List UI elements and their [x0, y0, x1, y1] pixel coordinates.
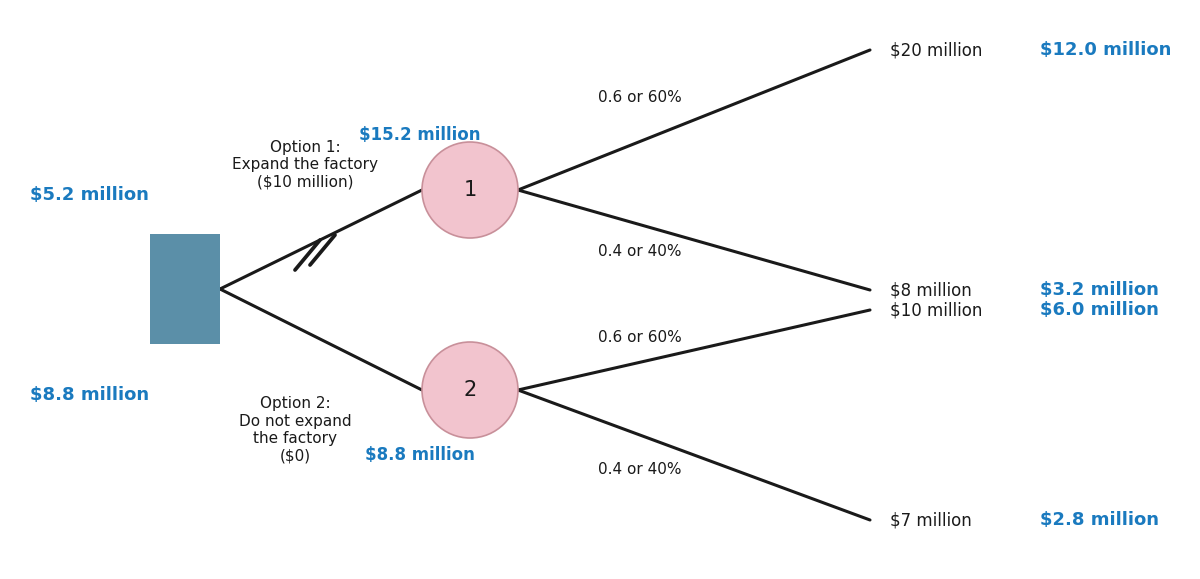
Text: 0.6 or 60%: 0.6 or 60% [598, 331, 682, 346]
Text: Option 1:
Expand the factory
($10 million): Option 1: Expand the factory ($10 millio… [232, 140, 378, 190]
Text: Option 2:
Do not expand
the factory
($0): Option 2: Do not expand the factory ($0) [239, 397, 352, 464]
Text: 1: 1 [463, 180, 476, 200]
Text: 2: 2 [463, 380, 476, 400]
Text: $12.0 million: $12.0 million [1040, 41, 1171, 59]
Circle shape [422, 342, 518, 438]
Text: $8.8 million: $8.8 million [365, 446, 475, 464]
Text: $2.8 million: $2.8 million [1040, 511, 1159, 529]
Text: 0.4 or 40%: 0.4 or 40% [599, 244, 682, 259]
Text: 0.4 or 40%: 0.4 or 40% [599, 463, 682, 478]
Circle shape [422, 142, 518, 238]
Text: $10 million: $10 million [890, 301, 983, 319]
Text: $7 million: $7 million [890, 511, 972, 529]
Bar [150, 234, 220, 344]
Text: $8 million: $8 million [890, 281, 972, 299]
Text: 0.6 or 60%: 0.6 or 60% [598, 90, 682, 105]
Text: $6.0 million: $6.0 million [1040, 301, 1159, 319]
Text: $20 million: $20 million [890, 41, 983, 59]
Text: $8.8 million: $8.8 million [30, 386, 149, 404]
Text: $5.2 million: $5.2 million [30, 186, 149, 204]
Text: $15.2 million: $15.2 million [359, 126, 481, 144]
Text: $3.2 million: $3.2 million [1040, 281, 1159, 299]
